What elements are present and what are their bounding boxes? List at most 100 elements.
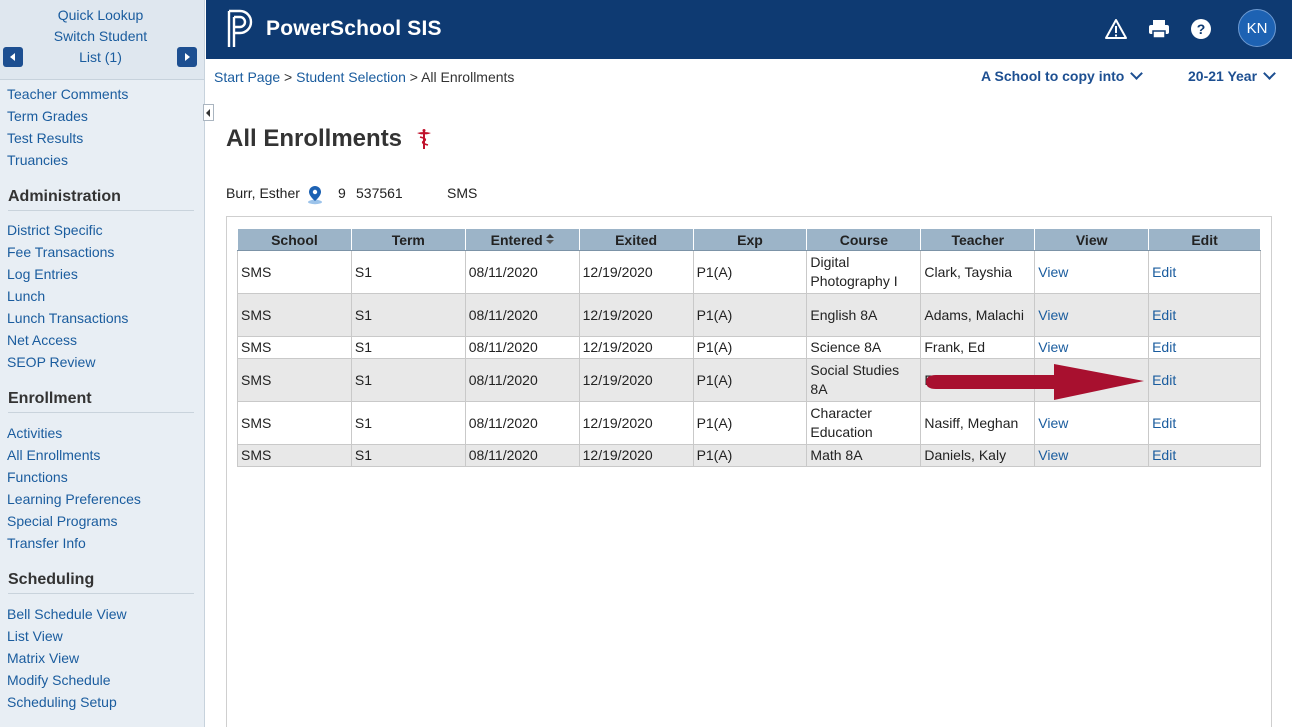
cell-entered: 08/11/2020 — [464, 444, 580, 467]
sidebar-item-matrix-view[interactable]: Matrix View — [7, 650, 80, 666]
cell-exited: 12/19/2020 — [578, 444, 694, 467]
previous-student-button[interactable] — [3, 47, 23, 67]
sidebar-item-fee-transactions[interactable]: Fee Transactions — [7, 244, 115, 260]
sidebar-item-lunch-transactions[interactable]: Lunch Transactions — [7, 310, 129, 326]
cell-term: S1 — [350, 401, 466, 445]
breadcrumb-start-page[interactable]: Start Page — [214, 69, 281, 85]
cell-school: SMS — [237, 401, 352, 445]
breadcrumb-current: All Enrollments — [421, 69, 515, 85]
print-icon[interactable] — [1147, 17, 1171, 41]
view-link[interactable]: View — [1034, 401, 1150, 445]
sidebar-item-transfer-info[interactable]: Transfer Info — [7, 535, 86, 551]
cell-school: SMS — [237, 444, 352, 467]
edit-link[interactable]: Edit — [1148, 444, 1261, 467]
year-select-dropdown[interactable]: 20-21 Year — [1188, 67, 1276, 84]
quick-lookup-link[interactable]: Quick Lookup — [57, 7, 144, 23]
cell-teacher: Clark, Tayshia — [920, 250, 1036, 294]
sidebar-item-activities[interactable]: Activities — [7, 425, 63, 441]
edit-link[interactable]: Edit — [1148, 293, 1261, 337]
sidebar-item-seop-review[interactable]: SEOP Review — [7, 354, 96, 370]
column-header-entered[interactable]: Entered — [464, 228, 580, 251]
view-link[interactable]: View — [1034, 250, 1150, 294]
cell-school: SMS — [237, 293, 352, 337]
help-icon[interactable]: ? — [1189, 17, 1213, 41]
cell-school: SMS — [237, 336, 352, 359]
app-title: PowerSchool SIS — [266, 17, 442, 40]
sidebar-item-teacher-comments[interactable]: Teacher Comments — [7, 86, 129, 102]
column-header-exited[interactable]: Exited — [578, 228, 694, 251]
sidebar-item-district-specific[interactable]: District Specific — [7, 222, 103, 238]
view-link[interactable]: View — [1034, 444, 1150, 467]
column-header-teacher[interactable]: Teacher — [920, 228, 1036, 251]
edit-link[interactable]: Edit — [1148, 401, 1261, 445]
location-pin-icon[interactable] — [306, 185, 324, 205]
column-header-exp[interactable]: Exp — [692, 228, 808, 251]
next-student-button[interactable] — [177, 47, 197, 67]
sort-icon[interactable] — [545, 233, 554, 244]
top-header: PowerSchool SIS ? KN — [206, 0, 1292, 59]
cell-exp: P1(A) — [692, 358, 808, 402]
view-link[interactable]: View — [1034, 336, 1150, 359]
breadcrumb-separator: > — [405, 69, 422, 85]
cell-course: English 8A — [806, 293, 922, 337]
student-name: Burr, Esther — [226, 185, 300, 201]
cell-exited: 12/19/2020 — [578, 358, 694, 402]
sidebar-item-special-programs[interactable]: Special Programs — [7, 513, 118, 529]
column-header-edit: Edit — [1148, 228, 1261, 251]
medical-alert-icon[interactable] — [415, 128, 433, 150]
sidebar-item-bell-schedule-view[interactable]: Bell Schedule View — [7, 606, 127, 622]
sidebar-item-term-grades[interactable]: Term Grades — [7, 108, 88, 124]
cell-term: S1 — [350, 358, 466, 402]
sidebar-item-learning-preferences[interactable]: Learning Preferences — [7, 491, 141, 507]
alert-icon[interactable] — [1104, 17, 1128, 41]
cell-term: S1 — [350, 293, 466, 337]
cell-school: SMS — [237, 358, 352, 402]
sidebar-item-all-enrollments[interactable]: All Enrollments — [7, 447, 101, 463]
sidebar-item-functions[interactable]: Functions — [7, 469, 68, 485]
edit-link[interactable]: Edit — [1148, 336, 1261, 359]
cell-entered: 08/11/2020 — [464, 401, 580, 445]
school-select-dropdown[interactable]: A School to copy into — [981, 67, 1144, 84]
cell-exited: 12/19/2020 — [578, 401, 694, 445]
svg-text:?: ? — [1197, 21, 1206, 37]
cell-term: S1 — [350, 444, 466, 467]
student-school: SMS — [447, 185, 478, 201]
table-row: SMS S1 08/11/2020 12/19/2020 P1(A) Math 8A Dan… — [237, 444, 1261, 467]
sidebar-item-test-results[interactable]: Test Results — [7, 130, 84, 146]
cell-teacher: Nasiff, Meghan — [920, 401, 1036, 445]
cell-course: Social Studies 8A — [806, 358, 922, 402]
breadcrumb: Start Page > Student Selection > All Enr… — [214, 69, 514, 85]
column-header-course[interactable]: Course — [806, 228, 922, 251]
cell-exp: P1(A) — [692, 444, 808, 467]
sidebar-item-lunch[interactable]: Lunch — [7, 288, 46, 304]
column-header-entered-label: Entered — [490, 231, 543, 248]
breadcrumb-separator: > — [280, 69, 297, 85]
sidebar-item-list-view[interactable]: List View — [7, 628, 63, 644]
sidebar-item-truancies[interactable]: Truancies — [7, 152, 68, 168]
user-avatar[interactable]: KN — [1238, 9, 1276, 47]
sidebar-item-net-access[interactable]: Net Access — [7, 332, 78, 348]
table-header-row: School Term Entered Exited Exp Course Te… — [237, 228, 1261, 251]
breadcrumb-student-selection[interactable]: Student Selection — [296, 69, 406, 85]
cell-course: Math 8A — [806, 444, 922, 467]
student-list-link[interactable]: List (1) — [79, 49, 122, 65]
cell-entered: 08/11/2020 — [464, 336, 580, 359]
sidebar-item-modify-schedule[interactable]: Modify Schedule — [7, 672, 111, 688]
edit-link[interactable]: Edit — [1148, 250, 1261, 294]
table-row: SMS S1 08/11/2020 12/19/2020 P1(A) Digital Ph… — [237, 250, 1261, 294]
cell-exp: P1(A) — [692, 401, 808, 445]
cell-term: S1 — [350, 250, 466, 294]
switch-student-link[interactable]: Switch Student — [53, 28, 148, 44]
cell-entered: 08/11/2020 — [464, 358, 580, 402]
view-link[interactable]: View — [1034, 293, 1150, 337]
sidebar-item-scheduling-setup[interactable]: Scheduling Setup — [7, 694, 117, 710]
column-header-school[interactable]: School — [237, 228, 352, 251]
sidebar-item-log-entries[interactable]: Log Entries — [7, 266, 78, 282]
edit-link[interactable]: Edit — [1148, 358, 1261, 402]
column-header-term[interactable]: Term — [350, 228, 466, 251]
cell-teacher: Adams, Malachi — [920, 293, 1036, 337]
collapse-sidebar-toggle[interactable] — [203, 104, 214, 121]
powerschool-logo-icon[interactable] — [226, 9, 256, 49]
student-id: 537561 — [356, 185, 403, 201]
table-row: SMS S1 08/11/2020 12/19/2020 P1(A) Social Stu… — [237, 358, 1261, 402]
